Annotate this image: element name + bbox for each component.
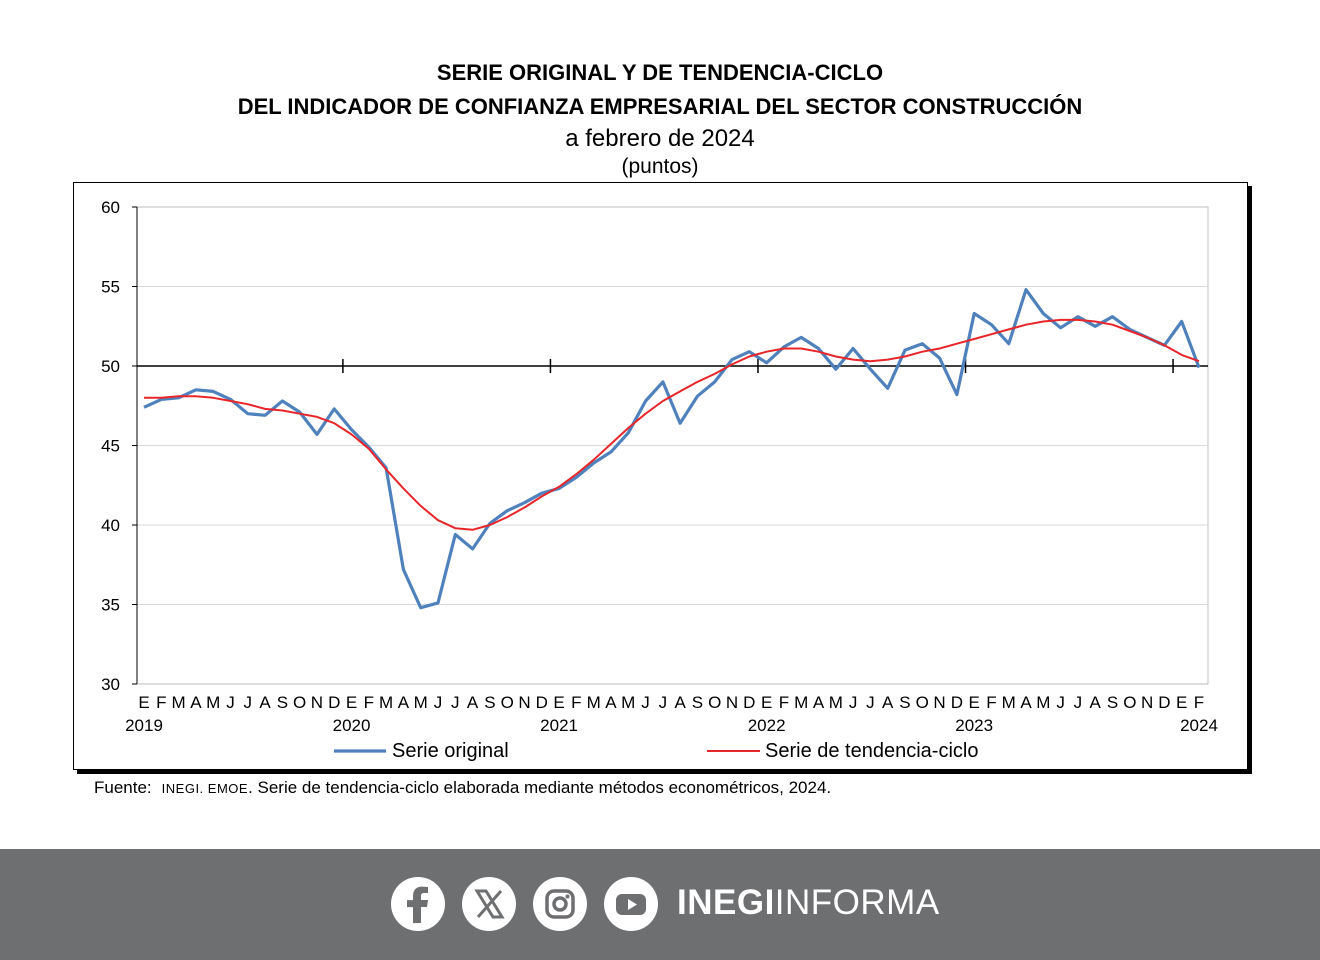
x-month-label: D [1158,693,1170,712]
x-month-label: F [779,693,789,712]
source-note: Fuente: INEGI. EMOE. Serie de tendencia-c… [94,778,831,798]
series-original-line [143,288,1201,610]
x-month-label: D [328,693,340,712]
x-month-label: M [1036,693,1050,712]
x-year-label: 2022 [748,716,786,735]
x-month-label: F [986,693,996,712]
x-month-label: A [467,693,479,712]
chart-title-line1: SERIE ORIGINAL Y DE TENDENCIA-CICLO [436,60,884,85]
x-month-label: O [293,693,306,712]
chart-units: (puntos) [621,155,699,178]
chart-titles: SERIE ORIGINAL Y DE TENDENCIA-CICLO DEL … [0,56,1320,180]
facebook-icon[interactable] [391,877,445,931]
x-month-label: F [364,693,374,712]
x-month-label: E [553,693,564,712]
chart-subtitle: a febrero de 2024 [565,125,755,152]
x-month-label: A [398,693,410,712]
x-month-label: E [761,693,772,712]
brand-bold: INEGI [677,883,775,922]
x-month-label: D [743,693,755,712]
x-month-label: J [434,693,443,712]
youtube-icon[interactable] [604,877,658,931]
x-month-label: J [866,693,875,712]
x-month-label: A [1020,693,1032,712]
x-month-label: N [518,693,530,712]
x-month-label: J [849,693,858,712]
y-tick-label: 40 [101,516,120,535]
x-year-label: 2021 [540,716,578,735]
chart-title-line2: DEL INDICADOR DE CONFIANZA EMPRESARIAL D… [237,94,1083,119]
brand-light: INFORMA [774,883,940,922]
source-label: Fuente: [94,778,152,797]
legend-label: Serie original [392,740,509,762]
series-trend-line [144,318,1200,531]
instagram-icon[interactable] [533,877,587,931]
footer-bar: INEGIINFORMA [0,849,1320,960]
x-month-label: D [951,693,963,712]
x-month-label: A [674,693,686,712]
x-month-label: A [882,693,894,712]
x-month-label: O [501,693,514,712]
x-month-label: M [794,693,808,712]
x-month-label: A [1090,693,1102,712]
x-month-label: O [1123,693,1136,712]
x-month-label: M [829,693,843,712]
x-year-label: 2024 [1180,716,1218,735]
x-month-label: A [605,693,617,712]
y-tick-label: 30 [101,675,120,694]
x-icon[interactable] [462,877,516,931]
x-month-label: M [587,693,601,712]
x-month-label: M [1002,693,1016,712]
x-month-label: O [708,693,721,712]
x-month-label: F [156,693,166,712]
x-month-label: M [206,693,220,712]
x-month-label: E [138,693,149,712]
x-month-label: J [451,693,460,712]
x-month-label: J [659,693,668,712]
x-month-label: S [277,693,288,712]
x-month-label: E [968,693,979,712]
source-org: INEGI. EMOE [161,781,249,796]
x-month-label: A [190,693,202,712]
x-month-label: D [536,693,548,712]
x-year-label: 2019 [125,716,163,735]
x-month-label: N [933,693,945,712]
x-month-label: N [311,693,323,712]
x-month-label: J [244,693,253,712]
x-month-label: A [259,693,271,712]
x-month-label: M [172,693,186,712]
x-month-label: S [899,693,910,712]
x-month-label: F [571,693,581,712]
x-month-label: E [1176,693,1187,712]
source-text: . Serie de tendencia-ciclo elaborada med… [248,778,832,797]
x-month-label: F [1194,693,1204,712]
y-tick-label: 35 [101,596,120,615]
x-month-label: S [1107,693,1118,712]
legend-label: Serie de tendencia-ciclo [765,740,978,762]
x-month-label: J [226,693,235,712]
y-tick-label: 50 [101,357,120,376]
x-month-label: N [726,693,738,712]
y-tick-label: 55 [101,278,120,297]
x-month-label: J [1074,693,1083,712]
x-month-label: S [484,693,495,712]
x-year-label: 2023 [955,716,993,735]
x-month-label: M [379,693,393,712]
brand-wordmark[interactable]: INEGIINFORMA [677,883,940,923]
x-month-label: E [346,693,357,712]
x-month-label: M [414,693,428,712]
y-tick-label: 45 [101,437,120,456]
x-month-label: J [1056,693,1065,712]
x-month-label: J [641,693,650,712]
x-year-label: 2020 [333,716,371,735]
x-month-label: A [813,693,825,712]
x-month-label: M [621,693,635,712]
x-month-label: O [916,693,929,712]
chart-frame: 30 35 40 45 50 55 60 E F M A M J J A S O N D E F M A M J J A S O N D E F… [73,182,1248,770]
y-tick-label: 60 [101,198,120,217]
x-month-label: S [692,693,703,712]
x-month-label: N [1141,693,1153,712]
